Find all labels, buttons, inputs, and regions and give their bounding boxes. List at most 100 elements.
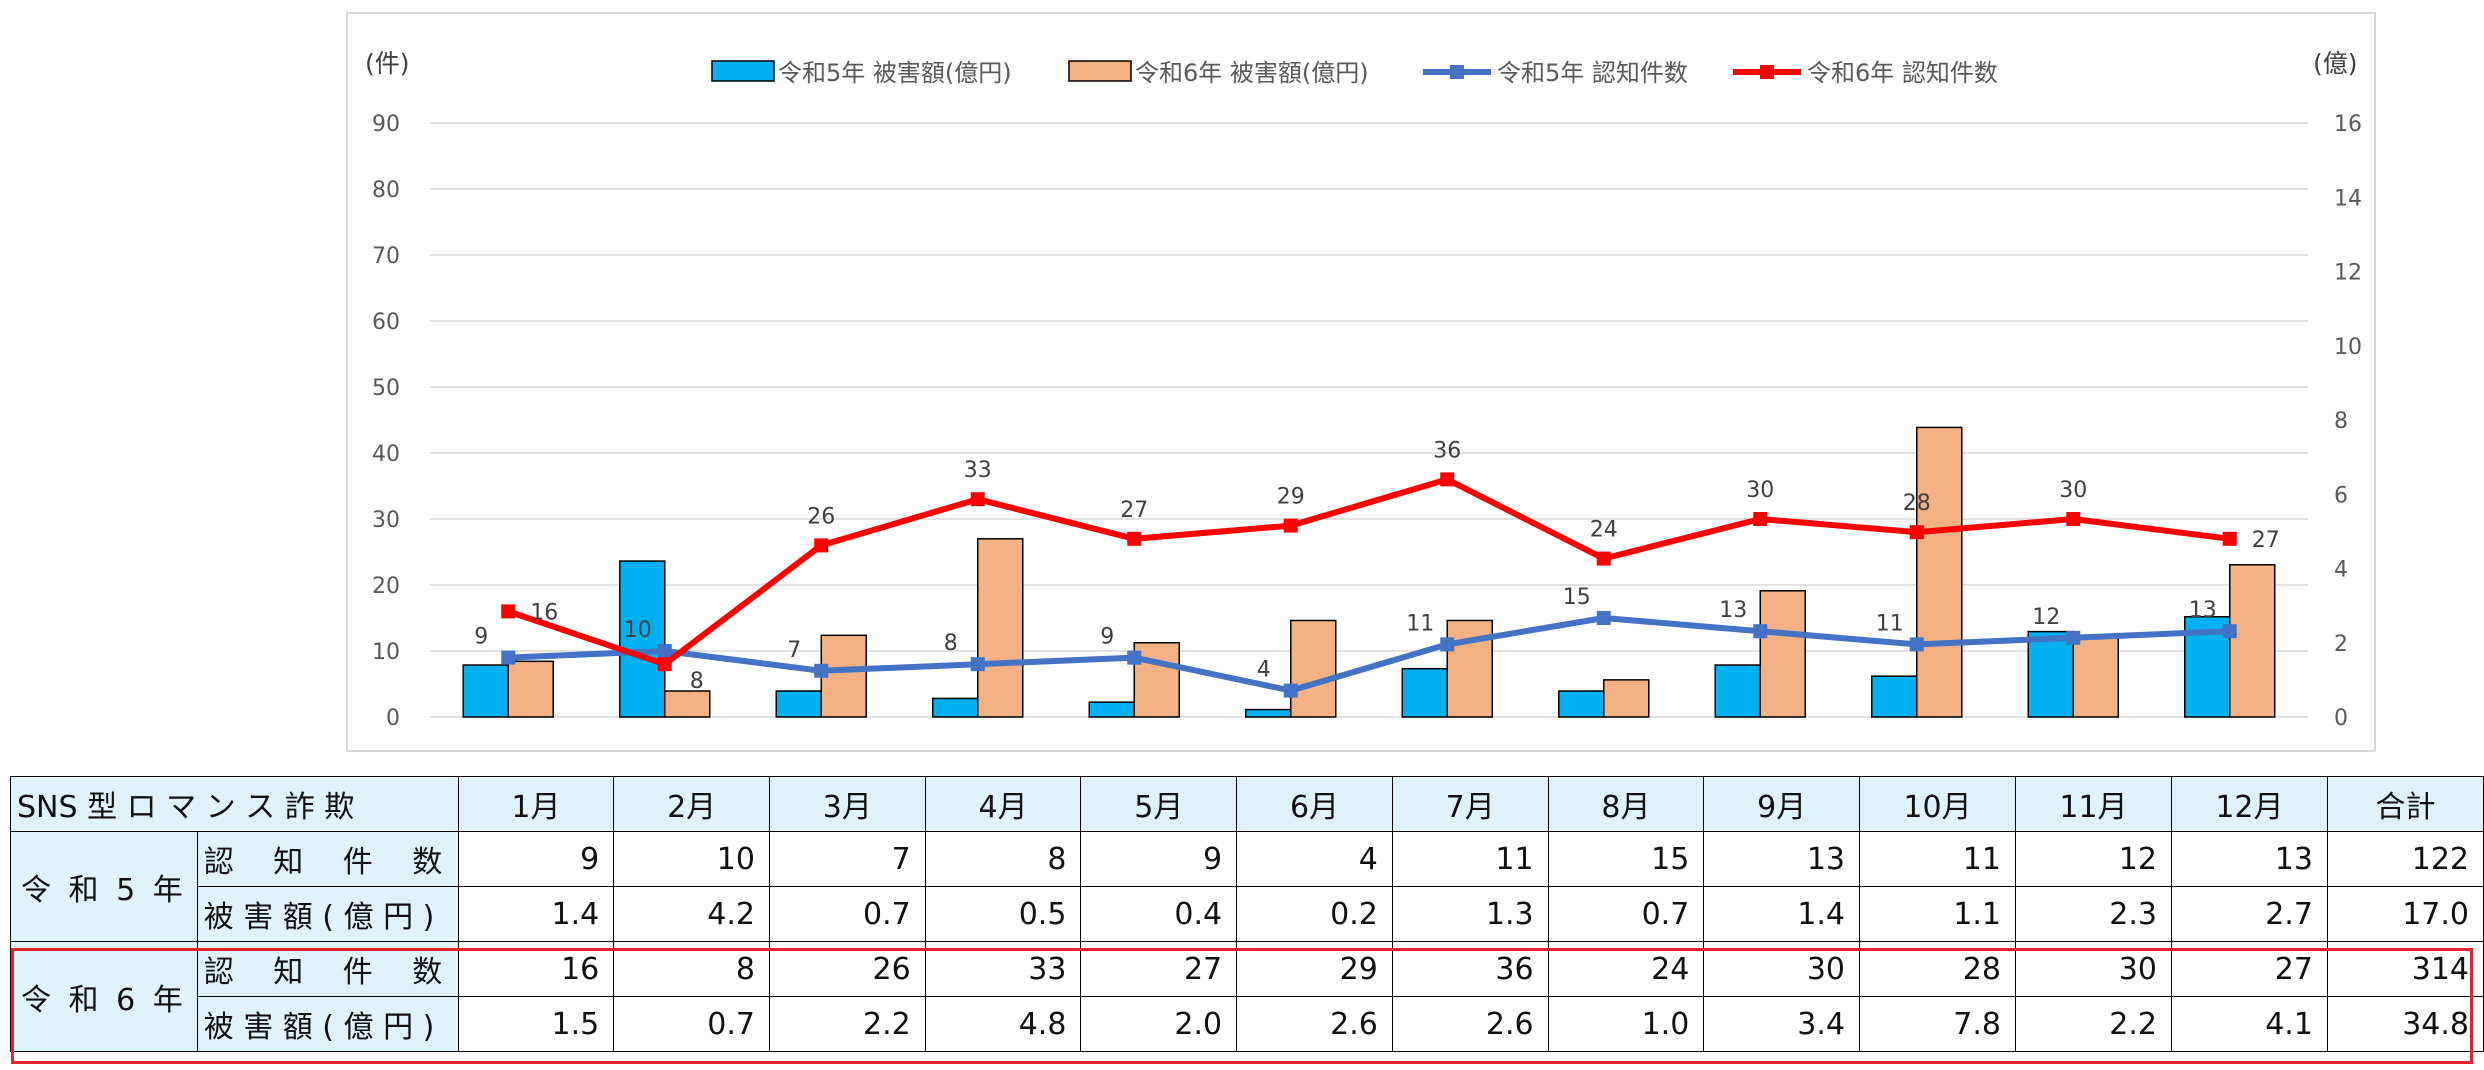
table-cell: 13 — [1703, 831, 1861, 887]
bar — [2229, 564, 2276, 718]
table-cell: 2.3 — [2014, 886, 2172, 942]
data-label: 26 — [807, 504, 835, 529]
bar — [462, 664, 509, 718]
row-label: 認 知 件 数 — [196, 941, 459, 997]
legend-swatch — [711, 60, 775, 82]
legend-label: 令和5年 認知件数 — [1497, 59, 1688, 87]
table-cell: 2.6 — [1236, 996, 1393, 1052]
table-cell: 36 — [1391, 941, 1549, 997]
table-cell: 8 — [613, 941, 770, 997]
legend-label: 令和6年 認知件数 — [1807, 59, 1998, 87]
table-row: 令 和 5 年 認 知 件 数 9 10 7 8 9 4 11 15 13 11… — [10, 831, 2484, 942]
column-header: 3月 — [768, 776, 926, 832]
table-cell: 24 — [1547, 941, 1705, 997]
left-tick-label: 20 — [372, 574, 400, 599]
bar — [1759, 590, 1806, 718]
left-tick-label: 0 — [386, 706, 400, 731]
legend-marker — [1450, 65, 1464, 79]
point-marker — [657, 644, 672, 658]
bar — [977, 538, 1024, 718]
column-header: 11月 — [2014, 776, 2172, 832]
table-cell-total: 34.8 — [2326, 996, 2484, 1052]
column-header: 2月 — [613, 776, 770, 832]
table-cell: 12 — [2014, 831, 2172, 887]
data-label: 11 — [1876, 611, 1904, 636]
bar — [1603, 679, 1650, 718]
left-tick-label: 60 — [372, 310, 400, 335]
table-cell: 2.0 — [1080, 996, 1238, 1052]
point-marker — [1753, 624, 1768, 639]
table-cell-total: 314 — [2326, 941, 2484, 997]
left-tick-label: 90 — [372, 112, 400, 137]
table-cell: 13 — [2170, 831, 2328, 887]
table-row: 被 害 額 ( 億 円 ) 1.4 4.2 0.7 0.5 0.4 0.2 1.… — [11, 886, 2484, 942]
data-label: 12 — [2032, 605, 2060, 630]
table-cell: 9 — [1080, 831, 1238, 887]
legend-label: 令和5年 被害額(億円) — [778, 59, 1012, 87]
point-marker — [1440, 472, 1455, 487]
data-label: 29 — [1277, 485, 1305, 510]
bar — [775, 690, 822, 718]
table-cell: 26 — [768, 941, 926, 997]
left-tick-label: 40 — [372, 442, 400, 467]
bar-series — [462, 426, 2276, 718]
data-label: 8 — [944, 631, 958, 656]
data-label: 10 — [624, 618, 652, 643]
data-label: 24 — [1590, 518, 1618, 543]
right-tick-label: 16 — [2334, 112, 2362, 137]
right-tick-label: 2 — [2334, 632, 2348, 657]
row-label: 被 害 額 ( 億 円 ) — [196, 996, 459, 1052]
column-header: 10月 — [1859, 776, 2016, 832]
point-marker — [1909, 637, 1924, 652]
data-label: 9 — [1100, 625, 1114, 650]
column-header: 8月 — [1547, 776, 1705, 832]
data-label: 9 — [474, 625, 488, 650]
table-cell: 2.2 — [2014, 996, 2172, 1052]
right-tick-label: 4 — [2334, 558, 2348, 583]
point-marker — [970, 492, 985, 507]
point-marker — [2222, 624, 2237, 639]
data-label: 7 — [787, 638, 801, 663]
point-marker — [1283, 518, 1298, 533]
point-marker — [1596, 611, 1611, 625]
table-row: 令 和 6 年 認 知 件 数 16 8 26 33 27 29 36 24 3… — [10, 941, 2484, 1052]
column-header: 9月 — [1703, 776, 1861, 832]
table-cell: 3.4 — [1703, 996, 1861, 1052]
table-cell: 27 — [1080, 941, 1238, 997]
column-header: 5月 — [1080, 776, 1238, 832]
point-marker — [1909, 525, 1924, 540]
right-tick-label: 12 — [2334, 261, 2362, 286]
left-tick-label: 70 — [372, 244, 400, 269]
bar — [1558, 690, 1605, 718]
point-marker — [1127, 531, 1142, 546]
table-cell: 11 — [1859, 831, 2016, 887]
table-cell: 0.5 — [924, 886, 1082, 942]
row-label: 認 知 件 数 — [196, 831, 459, 887]
column-header: 6月 — [1236, 776, 1393, 832]
point-marker — [1440, 637, 1455, 652]
bar — [619, 560, 666, 718]
table-cell: 4.2 — [613, 886, 770, 942]
bar — [932, 697, 979, 718]
right-tick-label: 10 — [2334, 335, 2362, 360]
bar — [1133, 642, 1180, 718]
table-cell: 29 — [1236, 941, 1393, 997]
data-label: 8 — [690, 669, 704, 694]
table-cell: 1.1 — [1859, 886, 2016, 942]
point-marker — [2222, 531, 2237, 546]
bar — [507, 660, 554, 718]
data-table: SNS 型 ロ マ ン ス 詐 欺 1月 2月 3月 4月 5月 6月 7月 8… — [10, 776, 2484, 1052]
table-cell-total: 122 — [2326, 831, 2484, 887]
right-tick-label: 14 — [2334, 186, 2362, 211]
column-header-total: 合計 — [2326, 776, 2484, 832]
bar — [664, 690, 711, 718]
legend-marker — [1760, 65, 1774, 79]
left-tick-label: 10 — [372, 640, 400, 665]
table-cell: 10 — [613, 831, 770, 887]
bar — [1290, 619, 1337, 718]
data-label: 13 — [1719, 598, 1747, 623]
table-cell: 9 — [457, 831, 615, 887]
table-cell: 0.7 — [613, 996, 770, 1052]
table-cell: 0.2 — [1236, 886, 1393, 942]
